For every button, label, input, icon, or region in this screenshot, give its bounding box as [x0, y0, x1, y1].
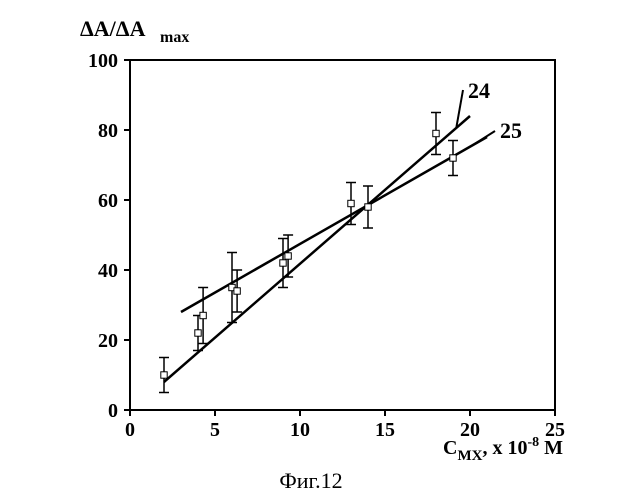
trend-line-label-25: 25: [500, 118, 522, 143]
data-marker: [234, 288, 240, 294]
x-tick-label: 15: [375, 419, 395, 441]
y-axis-label-sub: max: [160, 29, 189, 46]
y-tick-label: 60: [98, 190, 118, 212]
data-marker: [195, 330, 201, 336]
y-tick-label: 40: [98, 260, 118, 282]
data-marker: [348, 200, 354, 206]
x-tick-label: 0: [125, 419, 135, 441]
y-tick-label: 0: [108, 400, 118, 422]
y-tick-label: 20: [98, 330, 118, 352]
y-tick-label: 80: [98, 120, 118, 142]
y-axis-label: ΔA/ΔA max: [80, 16, 189, 46]
x-tick-label: 20: [460, 419, 480, 441]
data-marker: [200, 312, 206, 318]
data-marker: [161, 372, 167, 378]
trend-line-label-24: 24: [468, 78, 490, 103]
data-marker: [365, 204, 371, 210]
data-marker: [450, 155, 456, 161]
chart-svg: 0204060801000510152025ΔA/ΔAmaxCMX, x 10-…: [0, 0, 623, 500]
y-axis-label-text: ΔA/ΔA: [80, 16, 146, 41]
x-tick-label: 10: [290, 419, 310, 441]
data-marker: [285, 253, 291, 259]
data-marker: [433, 130, 439, 136]
data-marker: [280, 260, 286, 266]
x-tick-label: 5: [210, 419, 220, 441]
y-tick-label: 100: [88, 50, 118, 72]
figure-caption: Фиг.12: [279, 468, 342, 493]
